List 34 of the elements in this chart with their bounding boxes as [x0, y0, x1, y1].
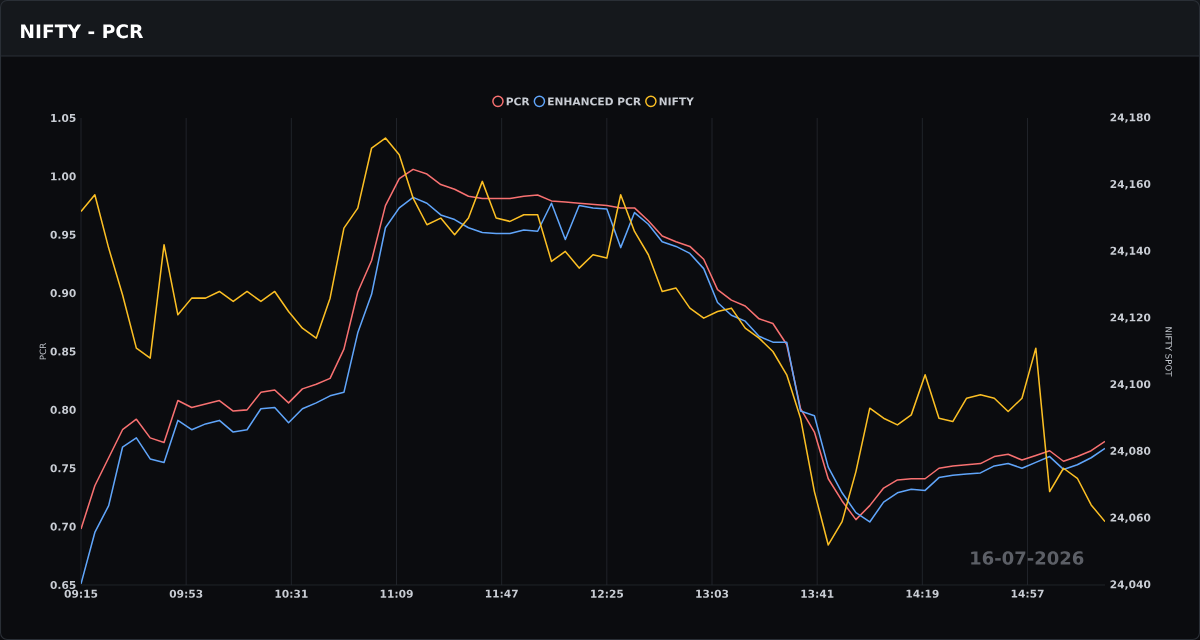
x-tick-label: 13:03: [696, 589, 729, 598]
x-tick-label: 14:57: [1011, 589, 1044, 598]
y-tick-label: 0.85: [50, 347, 76, 356]
x-tick-label: 09:53: [169, 589, 203, 598]
y-tick-label: 0.75: [50, 464, 76, 473]
y2-tick-label: 24,160: [1110, 179, 1151, 190]
y-tick-label: 1.00: [51, 172, 76, 181]
y2-tick-label: 24,120: [1110, 313, 1151, 323]
y-tick-label: 0.90: [50, 289, 76, 298]
legend-label: NIFTY: [659, 97, 694, 106]
annotation: 16-07-2026: [971, 551, 1084, 565]
legend-label: PCR: [506, 97, 530, 106]
y2-axis-title: NIFTY SPOT: [1165, 327, 1172, 377]
y2-tick-label: 24,060: [1110, 513, 1151, 523]
y-tick-label: 0.70: [50, 522, 76, 531]
x-tick-label: 11:09: [380, 589, 413, 598]
y-tick-label: 0.80: [50, 405, 76, 414]
legend-label: ENHANCED PCR: [548, 97, 641, 106]
y2-tick-label: 24,140: [1110, 246, 1151, 257]
y-tick-label: 1.05: [51, 113, 76, 123]
y-axis-title: PCR: [39, 343, 47, 360]
chart-title: NIFTY - PCR: [21, 24, 144, 39]
x-tick-label: 10:31: [275, 589, 308, 598]
x-tick-label: 13:41: [801, 589, 834, 598]
y2-tick-label: 24,040: [1110, 580, 1151, 590]
y-tick-label: 0.65: [50, 580, 76, 590]
x-tick-label: 09:15: [64, 589, 98, 598]
x-tick-label: 11:47: [485, 589, 518, 598]
x-tick-label: 14:19: [906, 589, 939, 598]
y2-tick-label: 24,180: [1110, 113, 1151, 123]
y2-tick-label: 24,080: [1110, 446, 1151, 457]
x-tick-label: 12:25: [591, 589, 624, 598]
y-tick-label: 0.95: [50, 230, 76, 239]
y2-tick-label: 24,100: [1110, 380, 1151, 390]
